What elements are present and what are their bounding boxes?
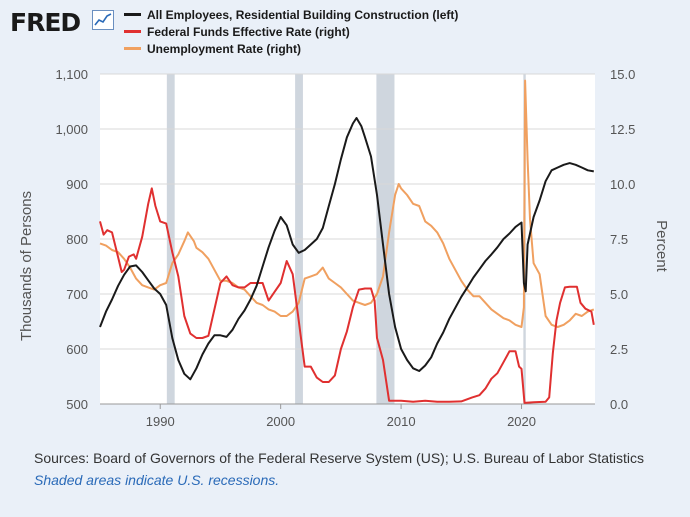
axis-labels: 500 600 700 800 900 1,000 1,100 0.0 2.5 5.0 7.5 10.… <box>55 67 635 429</box>
x-tick-label: 1990 <box>146 414 175 429</box>
series-line-fedfunds <box>99 187 595 404</box>
y-left-tick-label: 1,100 <box>55 67 88 82</box>
y-left-tick-label: 1,000 <box>55 122 88 137</box>
y-left-tick-label: 800 <box>66 232 88 247</box>
legend: All Employees, Residential Building Cons… <box>124 6 458 57</box>
legend-label-fedfunds: Federal Funds Effective Rate (right) <box>147 24 350 39</box>
y-left-tick-label: 500 <box>66 397 88 412</box>
x-tick-label: 2000 <box>266 414 295 429</box>
series-lines <box>99 79 595 404</box>
x-tick-label: 2010 <box>387 414 416 429</box>
legend-label-employees: All Employees, Residential Building Cons… <box>147 7 459 22</box>
y-right-tick-label: 0.0 <box>610 397 628 412</box>
y-right-tick-label: 5.0 <box>610 287 628 302</box>
y-left-tick-label: 600 <box>66 342 88 357</box>
legend-item-fedfunds: Federal Funds Effective Rate (right) <box>124 23 458 40</box>
y-axis-right-title: Percent <box>653 220 670 273</box>
x-tick-label: 2020 <box>507 414 536 429</box>
y-right-tick-label: 15.0 <box>610 67 635 82</box>
line-chart-icon <box>92 10 114 30</box>
y-right-tick-label: 2.5 <box>610 342 628 357</box>
legend-label-unemployment: Unemployment Rate (right) <box>147 41 302 56</box>
legend-swatch-employees <box>124 13 141 16</box>
y-right-tick-label: 12.5 <box>610 122 635 137</box>
series-line-employees <box>99 117 594 381</box>
legend-item-employees: All Employees, Residential Building Cons… <box>124 6 458 23</box>
y-left-tick-label: 900 <box>66 177 88 192</box>
y-right-tick-label: 7.5 <box>610 232 628 247</box>
legend-swatch-unemployment <box>124 47 141 50</box>
legend-item-unemployment: Unemployment Rate (right) <box>124 40 458 57</box>
series-line-unemployment <box>99 79 595 328</box>
legend-swatch-fedfunds <box>124 30 141 33</box>
y-axis-left-title: Thousands of Persons <box>18 191 35 341</box>
y-left-tick-label: 700 <box>66 287 88 302</box>
y-right-tick-label: 10.0 <box>610 177 635 192</box>
recession-note[interactable]: Shaded areas indicate U.S. recessions. <box>34 472 280 488</box>
fred-logo[interactable]: FRED <box>10 8 81 37</box>
source-text: Sources: Board of Governors of the Feder… <box>34 450 645 466</box>
chart: 500 600 700 800 900 1,000 1,100 0.0 2.5 5.0 7.5 10.… <box>18 67 670 429</box>
gridlines <box>100 73 595 405</box>
